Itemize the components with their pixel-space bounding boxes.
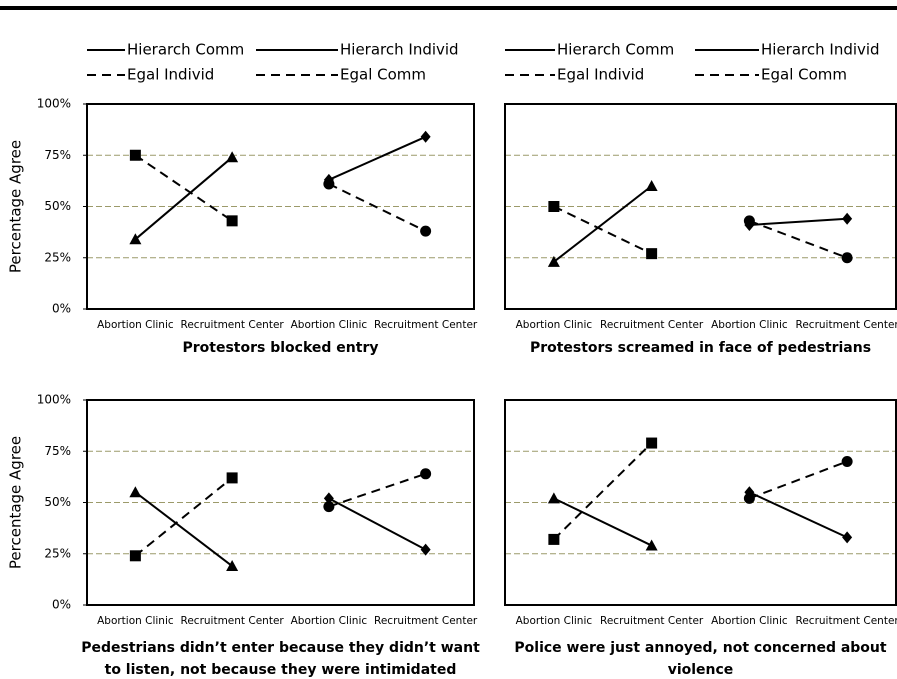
y-tick-label: 75% [44,444,71,458]
series-line [134,477,233,557]
marker [129,550,141,562]
series-line [328,183,427,232]
y-tick-label: 25% [44,546,71,560]
marker [323,178,335,190]
x-tick-label: Abortion Clinic [291,615,368,627]
series-line [553,497,653,547]
marker [841,456,853,467]
legend-label: Hierarch Comm [557,41,674,59]
marker [226,215,238,227]
legend-label: Egal Comm [340,66,426,84]
marker [129,149,141,161]
series-line [553,442,653,541]
marker [226,151,239,163]
marker [129,233,142,245]
marker [420,225,432,237]
series-line [134,491,233,567]
marker [226,560,239,572]
x-tick-label: Abortion Clinic [711,319,788,331]
series-line [328,135,427,181]
series-line [328,497,427,551]
series-line [328,472,426,508]
marker [420,468,432,480]
x-tick-label: Abortion Clinic [97,615,174,627]
marker [226,472,238,484]
marker [842,531,853,544]
marker [548,201,560,212]
marker [743,492,755,504]
y-tick-label: 0% [52,302,71,316]
series-line [553,205,653,255]
series-line [749,460,848,500]
plot-frame [86,103,475,310]
x-tick-label: Recruitment Center [796,319,897,331]
series-line [134,154,233,222]
x-tick-label: Recruitment Center [796,615,897,627]
series-line [749,219,848,259]
x-tick-label: Recruitment Center [600,319,704,331]
marker [420,130,431,143]
marker [646,248,658,260]
x-tick-label: Recruitment Center [181,615,285,627]
y-tick-label: 50% [44,495,71,509]
plot-frame [504,103,897,310]
marker [743,215,755,227]
marker [547,492,560,504]
y-tick-label: 100% [37,97,71,111]
top-rule [0,6,897,10]
y-tick-label: 50% [44,199,71,213]
y-tick-label: 100% [37,393,71,407]
legend-label: Hierarch Individ [340,41,459,59]
series-line [749,217,848,226]
marker [646,437,658,449]
plot-frame [86,399,475,606]
marker [129,486,142,498]
marker [645,539,658,551]
legend-label: Egal Individ [127,66,214,84]
plot-frame [504,399,897,606]
legend-label: Hierarch Individ [761,41,880,59]
marker [645,180,658,191]
x-tick-label: Abortion Clinic [516,615,593,627]
x-tick-label: Recruitment Center [374,319,478,331]
marker [548,533,560,545]
chart-title: Protestors blocked entry [182,340,379,356]
x-tick-label: Abortion Clinic [97,319,174,331]
x-tick-label: Abortion Clinic [711,615,788,627]
y-axis-label: Percentage Agree [7,140,25,273]
y-axis-label: Percentage Agree [7,436,25,569]
chart-title: Pedestrians didn’t enter because they di… [81,640,480,678]
chart-title: Protestors screamed in face of pedestria… [529,340,872,356]
marker [547,255,560,267]
x-tick-label: Recruitment Center [374,615,478,627]
legend-label: Egal Comm [761,66,847,84]
marker [323,501,335,513]
y-tick-label: 0% [52,598,71,612]
x-tick-label: Abortion Clinic [291,319,368,331]
marker [420,543,431,556]
series-line [748,491,848,539]
x-tick-label: Recruitment Center [181,319,285,331]
legend-label: Hierarch Comm [127,41,244,59]
series-line [134,156,233,241]
marker [323,492,334,505]
y-tick-label: 75% [44,148,71,162]
x-tick-label: Abortion Clinic [516,319,593,331]
legend-label: Egal Individ [557,66,644,84]
y-tick-label: 25% [44,250,71,264]
marker [842,212,853,225]
marker [841,252,853,264]
chart-title: Police were just annoyed, not concerned … [514,640,887,678]
x-tick-label: Recruitment Center [600,615,704,627]
series-line [553,185,653,263]
